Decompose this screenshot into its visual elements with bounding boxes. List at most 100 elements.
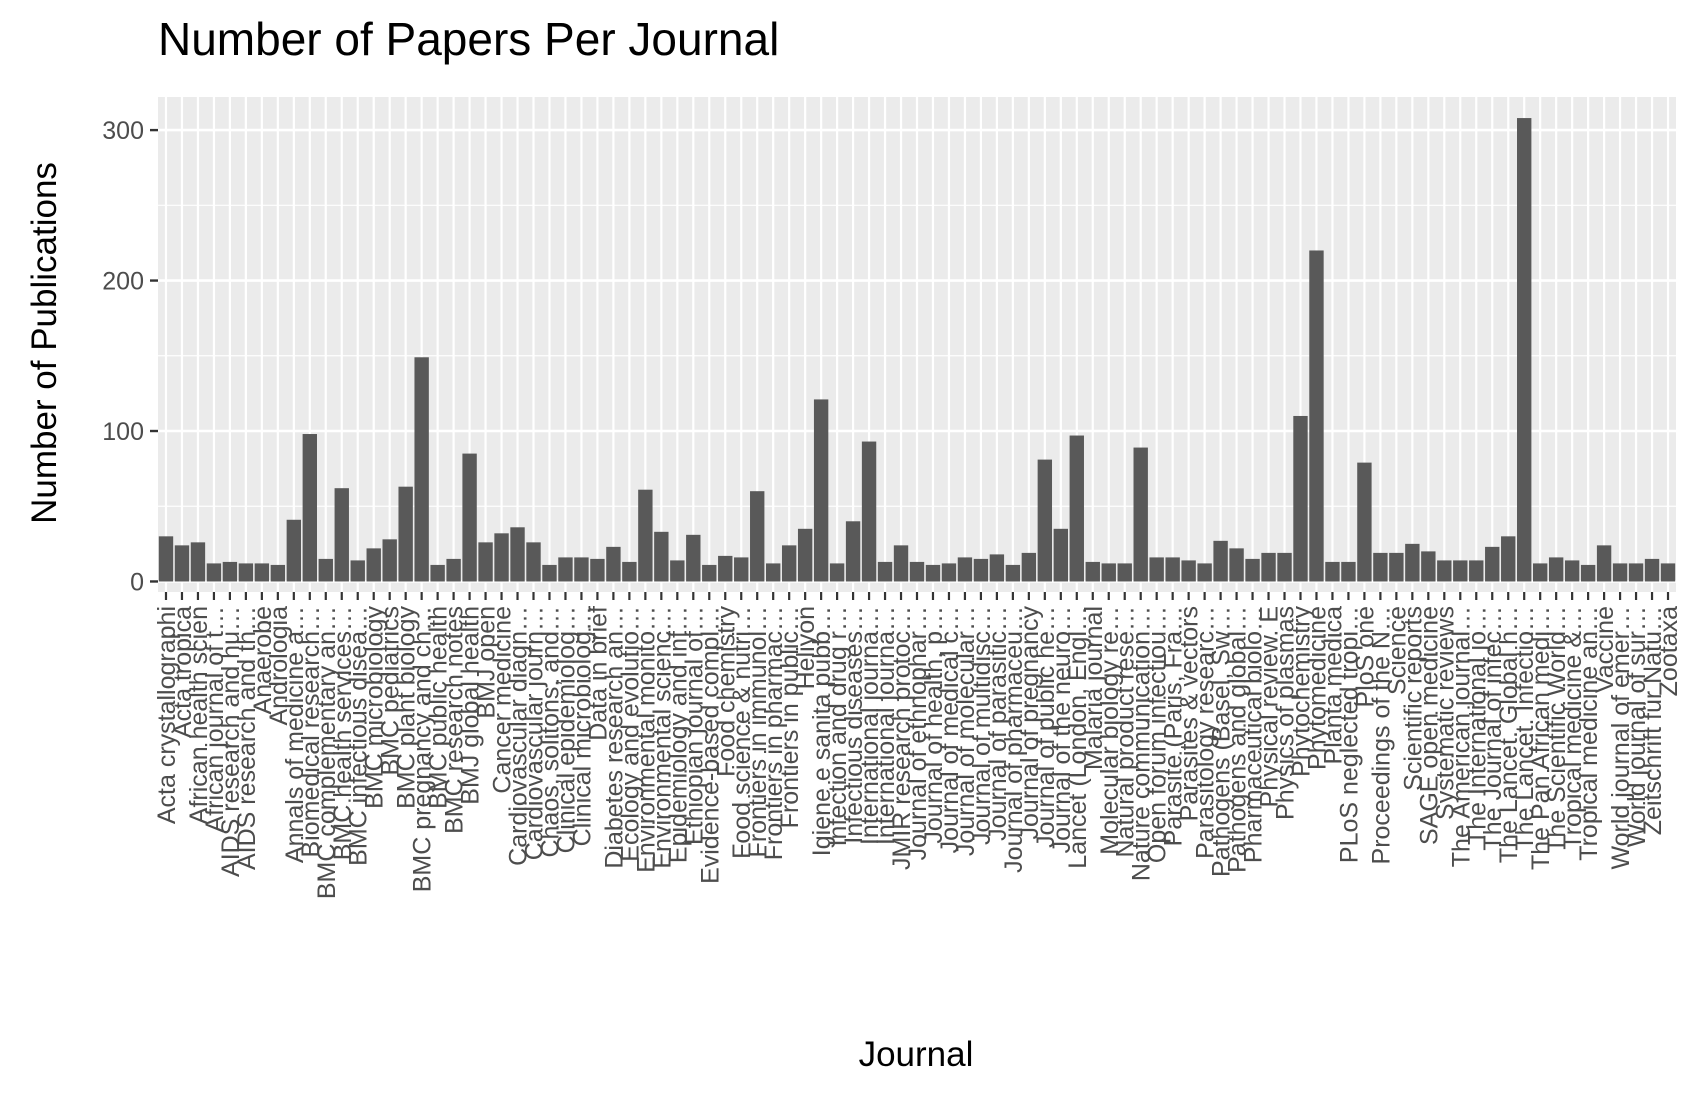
bar xyxy=(1405,543,1420,582)
x-tick-label: Infectious diseases… xyxy=(840,606,868,844)
bar xyxy=(1277,552,1292,582)
x-tick-label: Vaccine xyxy=(1591,606,1619,693)
x-tick-label: Infection and drug r… xyxy=(824,606,852,846)
bar xyxy=(909,561,925,582)
x-tick-label: Natural product rese… xyxy=(1112,606,1140,858)
x-tick-label: Nature communication… xyxy=(1128,606,1156,881)
bar xyxy=(1325,561,1340,582)
bar xyxy=(670,560,685,582)
bar xyxy=(797,528,813,582)
x-tick-label: Tropical medicine an… xyxy=(1575,606,1603,861)
y-tick-label: 300 xyxy=(102,117,144,145)
x-tick-label: Andrologia xyxy=(265,606,293,726)
x-tick-label: Phytomedicine xyxy=(1303,606,1331,770)
bar xyxy=(1021,552,1037,582)
bar xyxy=(1357,462,1372,582)
x-tick-label: International journa… xyxy=(856,606,884,845)
x-tick-label: Acta crystallographi xyxy=(153,606,181,824)
bar xyxy=(686,534,701,582)
bar xyxy=(1644,558,1660,582)
bar xyxy=(1117,563,1132,582)
x-tick-label: Data in brief xyxy=(584,606,612,741)
bar xyxy=(989,554,1005,582)
bar xyxy=(1261,552,1276,582)
x-tick-label: Food chemistry xyxy=(712,606,740,777)
x-tick-label: Frontiers in pharmac… xyxy=(760,606,788,860)
bar xyxy=(334,488,349,582)
bar xyxy=(206,563,222,582)
bar xyxy=(1213,540,1228,582)
bar xyxy=(750,491,765,582)
bar xyxy=(1517,118,1532,582)
bars xyxy=(158,118,1676,582)
bar xyxy=(542,564,557,582)
x-axis-title: Journal xyxy=(859,1035,974,1074)
x-tick-label: African health scien xyxy=(185,606,213,824)
x-tick-label: Parasitology researc… xyxy=(1192,606,1220,859)
bar xyxy=(877,561,893,582)
bar xyxy=(1229,548,1244,582)
bar xyxy=(845,521,861,582)
x-tick-label: JMIR research protoc… xyxy=(888,606,916,870)
y-tick-label: 100 xyxy=(102,418,144,446)
x-tick-label: AIDS research and hu… xyxy=(217,606,245,877)
bar xyxy=(430,564,445,582)
x-tick-label: BMC microbiology xyxy=(361,606,389,809)
x-tick-label: BMC complementary an… xyxy=(313,606,341,899)
bar xyxy=(174,545,190,582)
bar xyxy=(606,546,621,582)
x-tick-label: Evidence-based compl… xyxy=(696,606,724,884)
bar xyxy=(861,441,877,582)
y-axis-title: Number of Publications xyxy=(25,162,64,524)
x-tick-label: The Journal of infec… xyxy=(1479,606,1507,851)
bar xyxy=(1628,563,1644,582)
bar xyxy=(1548,557,1564,582)
bar xyxy=(350,560,365,582)
x-tick-label: BMC health services… xyxy=(329,606,357,860)
x-tick-label: Annals of medicine a… xyxy=(281,606,309,863)
x-tick-label: Zeitschrift für Natu… xyxy=(1639,606,1667,835)
x-tick-label: AIDS research and th… xyxy=(233,606,261,870)
x-tick-label: BMC infectious disea… xyxy=(345,606,373,866)
x-tick-label: Ethiopian journal of… xyxy=(680,606,708,845)
y-axis: 0 100 200 300 xyxy=(102,117,158,596)
x-tick-label: Parasites & vectors xyxy=(1176,606,1204,821)
bar xyxy=(1501,536,1516,582)
x-tick-label: Physical review. E xyxy=(1256,606,1284,807)
x-tick-label: Pharmaceutical biolo… xyxy=(1240,606,1268,863)
x-tick-label: Planta medica xyxy=(1319,606,1347,765)
x-tick-label: Pathogens and global… xyxy=(1224,606,1252,873)
x-tick-label: Environmental monito… xyxy=(632,606,660,873)
x-tick-label: Science xyxy=(1383,606,1411,695)
x-tick-label: BMJ global health xyxy=(457,606,485,805)
x-tick-label: BMC public health xyxy=(425,606,453,809)
bar xyxy=(366,548,381,582)
bar xyxy=(718,555,733,582)
x-tick-label: Journal of medical c… xyxy=(936,606,964,853)
x-tick-label: Malaria journal xyxy=(1080,606,1108,770)
x-tick-label: Frontiers in immunol… xyxy=(744,606,772,857)
bar xyxy=(1165,557,1180,582)
x-tick-label: Molecular biology re… xyxy=(1096,606,1124,855)
x-tick-label: World journal of emer… xyxy=(1607,606,1635,870)
x-tick-label: Journal of health, p… xyxy=(920,606,948,844)
bar xyxy=(526,542,541,582)
x-tick-label: Lancet (London, Engl… xyxy=(1064,606,1092,869)
bar xyxy=(254,563,270,582)
bar xyxy=(1053,528,1068,582)
x-tick-label: Parasite (Paris, Fra… xyxy=(1160,606,1188,846)
bar xyxy=(893,545,909,582)
bar xyxy=(622,561,637,582)
bar xyxy=(1564,560,1580,582)
y-tick-label: 200 xyxy=(102,268,144,296)
bar xyxy=(1085,561,1100,582)
bar xyxy=(478,542,493,582)
x-tick-label: Open forum infectiou… xyxy=(1144,606,1172,863)
x-tick-label: Journal of public he… xyxy=(1032,606,1060,848)
bar xyxy=(781,545,797,582)
bar xyxy=(1037,459,1053,582)
bar xyxy=(957,557,973,582)
x-tick-label: SAGE open medicine xyxy=(1415,606,1443,845)
bar xyxy=(1245,558,1260,582)
